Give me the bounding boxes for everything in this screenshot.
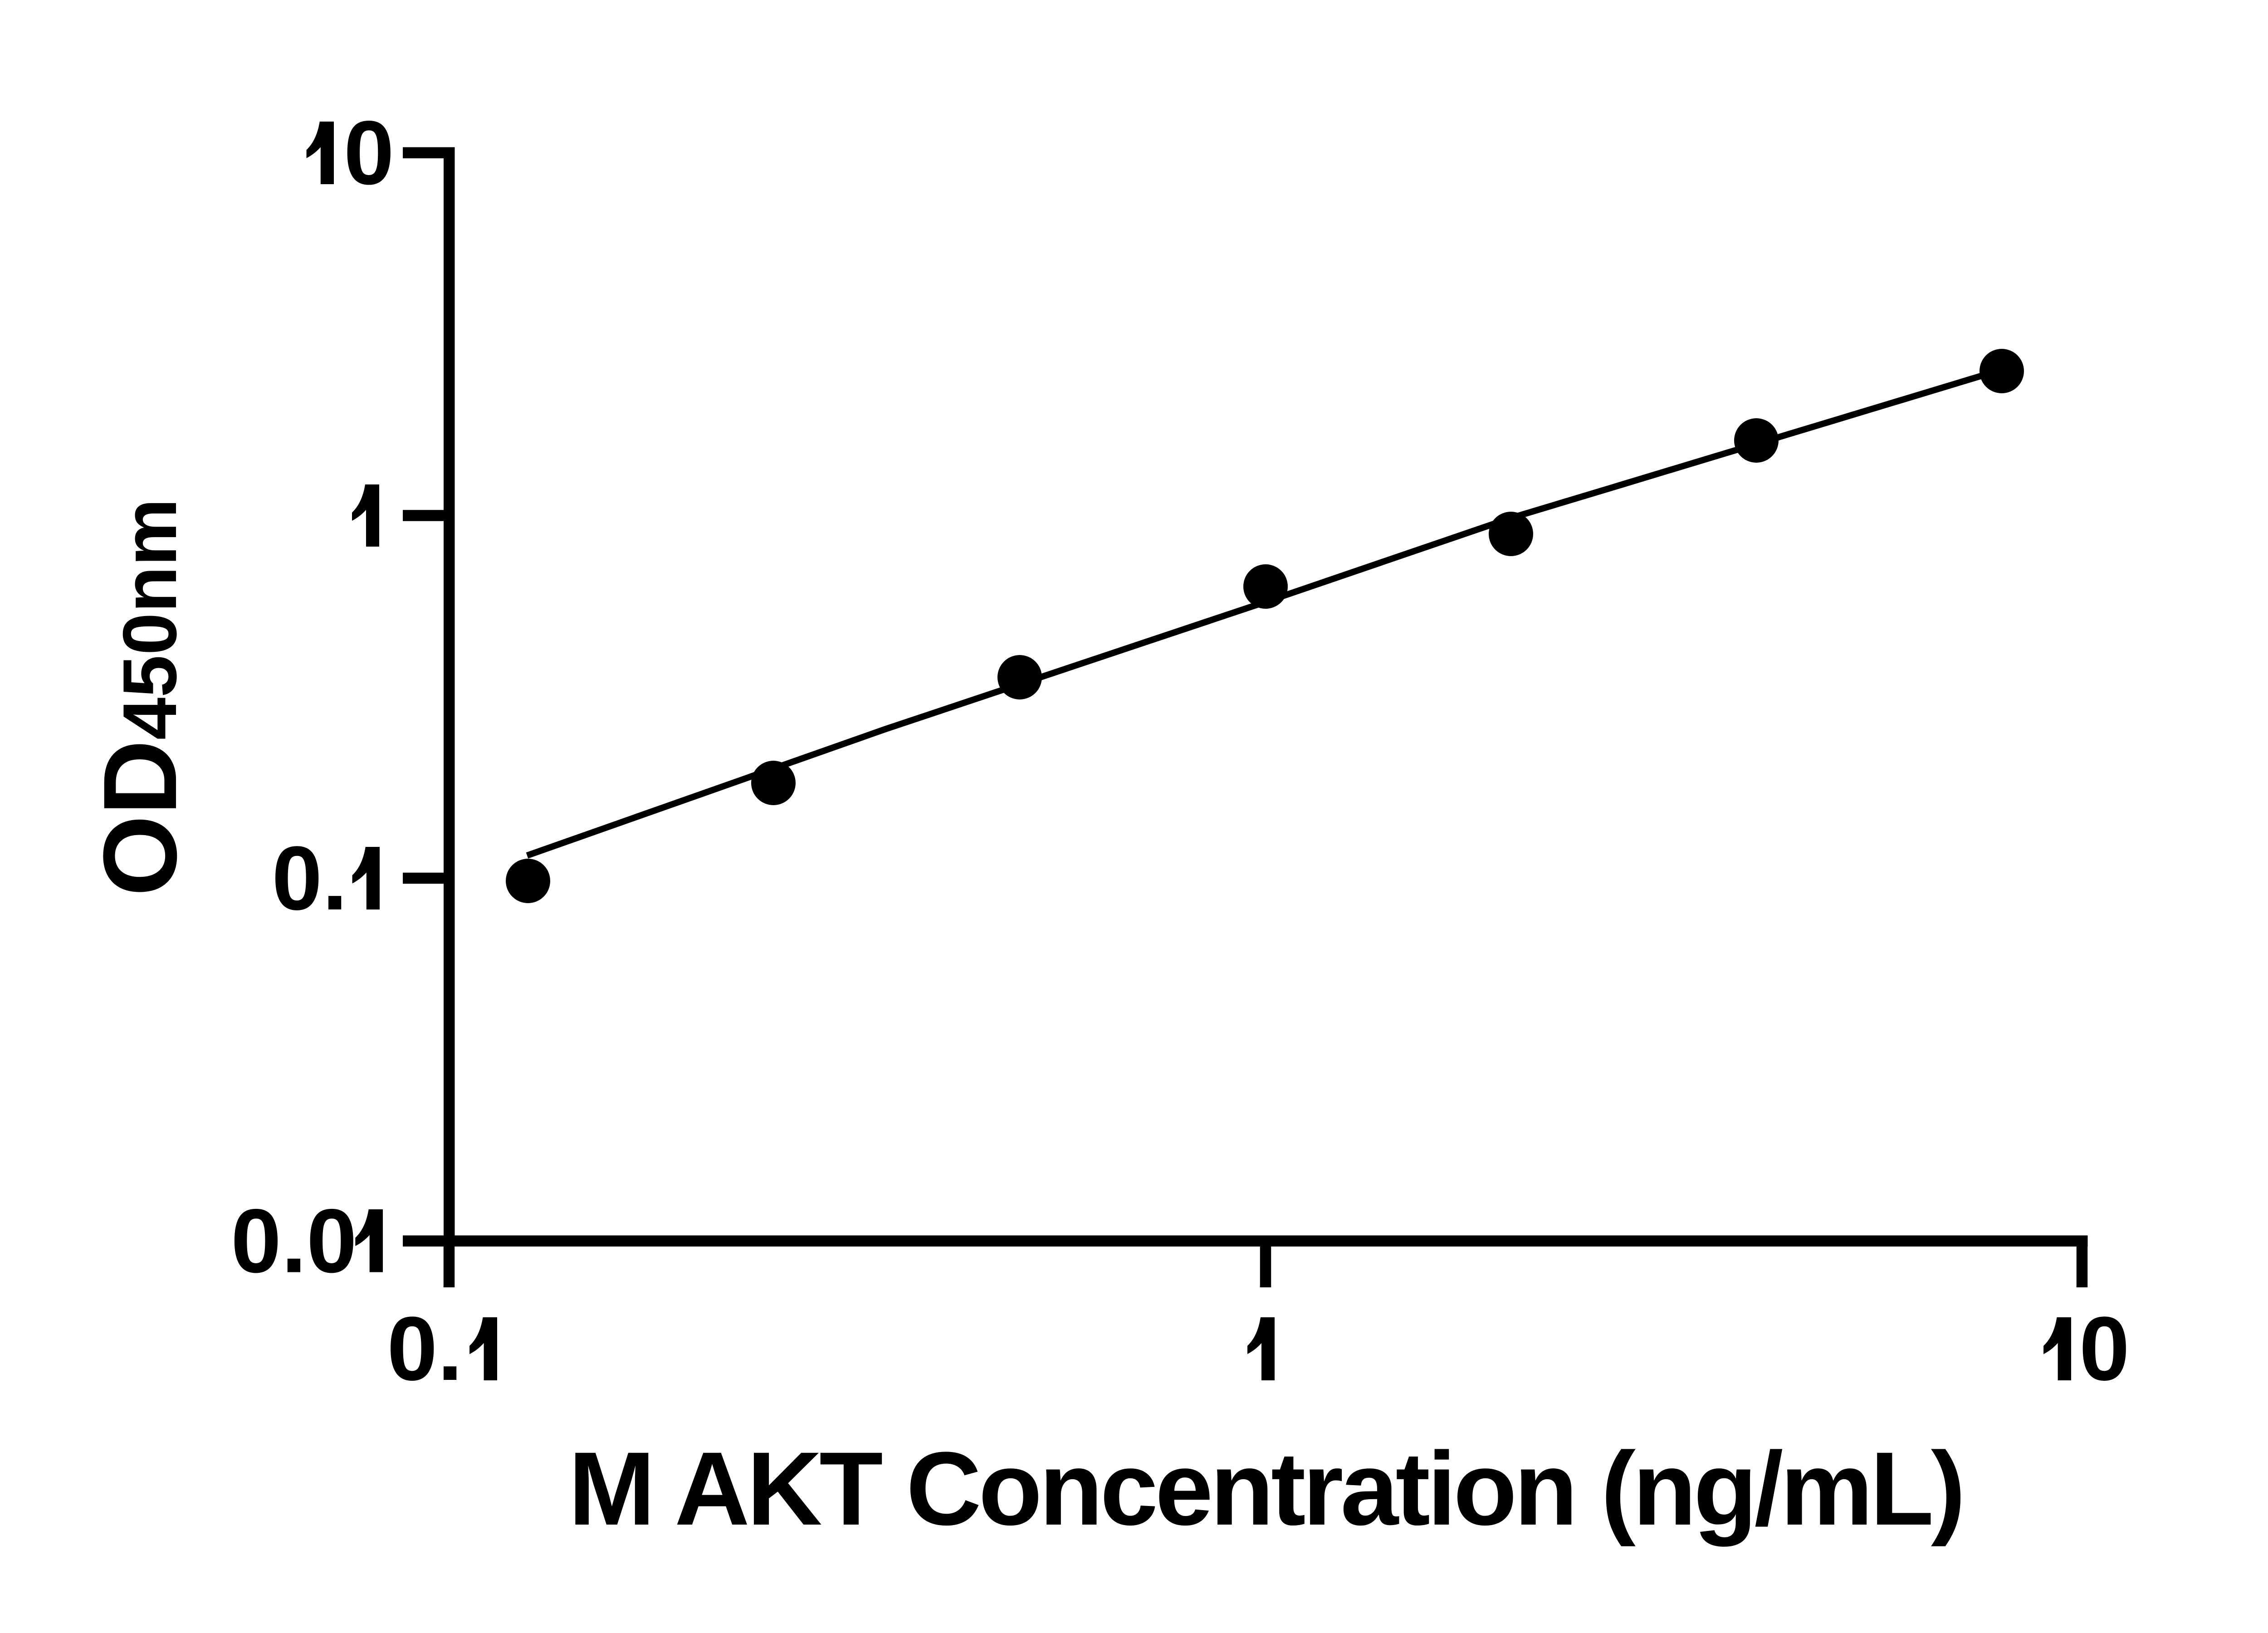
svg-text:0.0: 0.0 — [231, 1191, 357, 1292]
svg-text:0: 0 — [2079, 1298, 2130, 1399]
svg-text:M AKT Concentration (ng/mL): M AKT Concentration (ng/mL) — [568, 1430, 1963, 1547]
svg-text:0: 0 — [344, 103, 394, 204]
svg-text:0.: 0. — [272, 828, 347, 929]
svg-text:0.: 0. — [387, 1298, 463, 1399]
